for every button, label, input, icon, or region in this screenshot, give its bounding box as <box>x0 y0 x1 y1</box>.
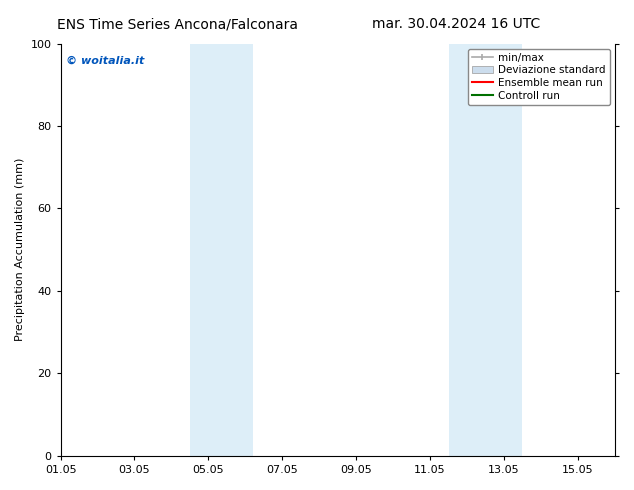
Bar <box>190 44 253 456</box>
Y-axis label: Precipitation Accumulation (mm): Precipitation Accumulation (mm) <box>15 158 25 342</box>
Bar <box>449 44 522 456</box>
Legend: min/max, Deviazione standard, Ensemble mean run, Controll run: min/max, Deviazione standard, Ensemble m… <box>468 49 610 105</box>
Text: © woitalia.it: © woitalia.it <box>66 56 145 66</box>
Text: ENS Time Series Ancona/Falconara: ENS Time Series Ancona/Falconara <box>57 17 298 31</box>
Text: mar. 30.04.2024 16 UTC: mar. 30.04.2024 16 UTC <box>372 17 541 31</box>
